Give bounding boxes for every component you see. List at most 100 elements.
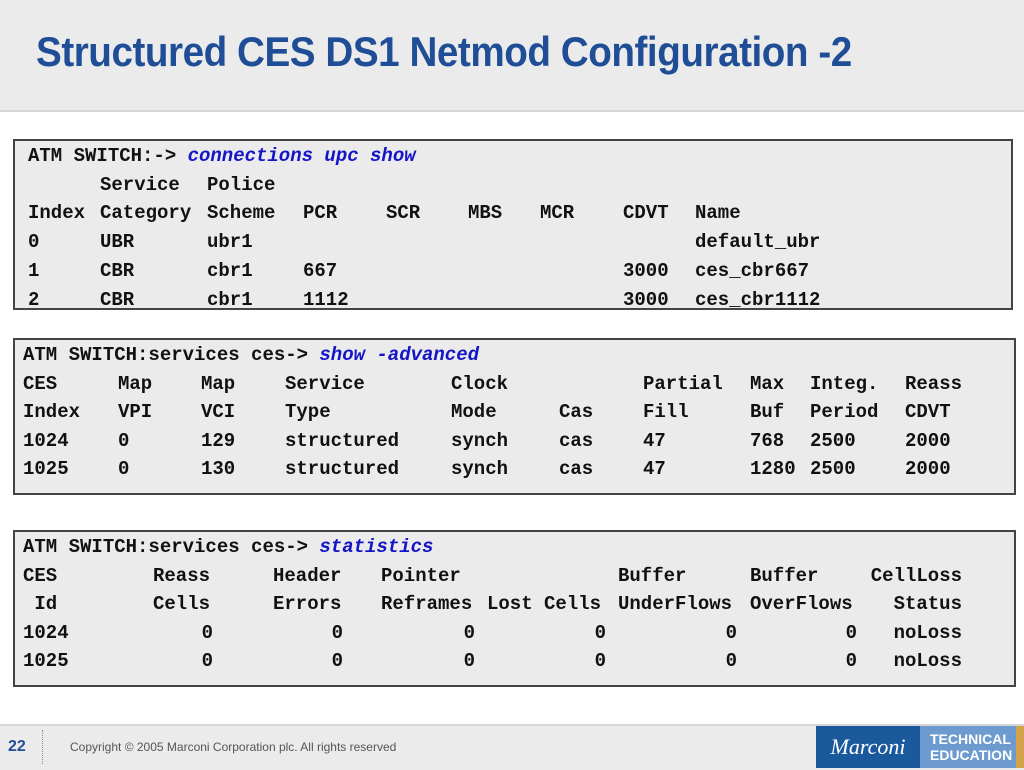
- title-bar: [0, 0, 1024, 112]
- column-header: Type: [285, 401, 331, 424]
- column-header: CellLoss: [870, 564, 962, 587]
- table-cell: 129: [201, 429, 236, 452]
- column-header: Map: [118, 372, 153, 395]
- column-header: Reass: [905, 372, 963, 395]
- table-cell: 1025: [23, 458, 69, 481]
- table-cell: 3000: [623, 288, 669, 311]
- table-cell: 2500: [810, 458, 856, 481]
- column-header: Status: [893, 593, 962, 616]
- cli-prompt: ATM SWITCH:->: [28, 145, 188, 167]
- column-header: Reframes: [381, 593, 473, 616]
- column-header: Max: [750, 372, 785, 395]
- column-header: Errors: [273, 593, 342, 616]
- table-cell: 2000: [905, 458, 951, 481]
- column-header: Map: [201, 372, 236, 395]
- column-header: Fill: [643, 401, 689, 424]
- cli-command: statistics: [319, 536, 434, 558]
- column-header: PCR: [303, 202, 338, 225]
- column-header: Name: [695, 202, 741, 225]
- column-header: Buffer: [750, 564, 819, 587]
- table-cell: 130: [201, 458, 236, 481]
- column-header: Mode: [451, 401, 497, 424]
- table-cell: 1: [28, 259, 40, 282]
- column-header: Buffer: [618, 564, 687, 587]
- table-cell: 0: [725, 650, 737, 673]
- table-cell: noLoss: [893, 650, 962, 673]
- table-cell: 667: [303, 259, 338, 282]
- table-cell: 0: [845, 650, 857, 673]
- ces-advanced-table: [13, 338, 1016, 495]
- table-cell: ces_cbr667: [695, 259, 810, 282]
- table-cell: 47: [643, 429, 666, 452]
- column-header: Police: [207, 173, 276, 196]
- column-header: Clock: [451, 372, 509, 395]
- table-cell: cas: [559, 458, 594, 481]
- column-header: Header: [273, 564, 342, 587]
- table-cell: structured: [285, 429, 400, 452]
- technical-education-badge: TECHNICAL EDUCATION: [920, 726, 1016, 768]
- table-cell: cbr1: [207, 288, 253, 311]
- column-header: MBS: [468, 202, 503, 225]
- column-header: MCR: [540, 202, 575, 225]
- page-number: 22: [8, 738, 26, 755]
- table-cell: UBR: [100, 231, 135, 254]
- column-header: Service: [100, 173, 180, 196]
- column-header: OverFlows: [750, 593, 853, 616]
- table-cell: 768: [750, 429, 785, 452]
- column-header: Period: [810, 401, 879, 424]
- connections-upc-table: [13, 139, 1013, 310]
- column-header: Lost Cells: [487, 593, 602, 616]
- table-cell: cbr1: [207, 259, 253, 282]
- table-cell: structured: [285, 458, 400, 481]
- table-cell: 2000: [905, 429, 951, 452]
- table-cell: 0: [594, 621, 606, 644]
- column-header: VPI: [118, 401, 153, 424]
- table-cell: CBR: [100, 259, 135, 282]
- table-cell: 0: [594, 650, 606, 673]
- table-cell: 0: [201, 621, 213, 644]
- table-cell: 1024: [23, 621, 69, 644]
- column-header: CDVT: [623, 202, 669, 225]
- ces-statistics-table: [13, 530, 1016, 687]
- table-cell: CBR: [100, 288, 135, 311]
- table-cell: 0: [201, 650, 213, 673]
- footer-divider: [42, 730, 43, 764]
- table-cell: 0: [118, 458, 130, 481]
- column-header: Partial: [643, 372, 723, 395]
- column-header: SCR: [386, 202, 421, 225]
- table-cell: 47: [643, 458, 666, 481]
- column-header: Service: [285, 372, 365, 395]
- column-header: VCI: [201, 401, 236, 424]
- column-header: CDVT: [905, 401, 951, 424]
- column-header: Id: [23, 593, 58, 616]
- table-cell: synch: [451, 429, 509, 452]
- cli-command: show -advanced: [319, 344, 480, 366]
- cli-prompt: ATM SWITCH:services ces->: [23, 536, 320, 558]
- page-title: Structured CES DS1 Netmod Configuration …: [36, 28, 852, 75]
- column-header: Category: [100, 202, 192, 225]
- marconi-logo: Marconi: [816, 726, 920, 768]
- cli-command: connections upc show: [187, 145, 416, 167]
- table-cell: 0: [845, 621, 857, 644]
- table-cell: 0: [331, 621, 343, 644]
- column-header: Index: [23, 401, 81, 424]
- column-header: Pointer: [381, 564, 461, 587]
- column-header: Reass: [153, 564, 211, 587]
- table-cell: 0: [28, 231, 40, 254]
- column-header: Buf: [750, 401, 785, 424]
- table-cell: 0: [118, 429, 130, 452]
- accent-bar: [1016, 726, 1024, 768]
- table-cell: synch: [451, 458, 509, 481]
- column-header: Cells: [153, 593, 211, 616]
- table-cell: default_ubr: [695, 231, 821, 254]
- table-cell: 0: [463, 621, 475, 644]
- table-cell: ces_cbr1112: [695, 288, 821, 311]
- copyright: Copyright © 2005 Marconi Corporation plc…: [70, 740, 397, 754]
- column-header: UnderFlows: [618, 593, 733, 616]
- column-header: CES: [23, 564, 58, 587]
- table-cell: 2: [28, 288, 40, 311]
- cli-prompt: ATM SWITCH:services ces->: [23, 344, 320, 366]
- table-cell: 0: [331, 650, 343, 673]
- table-cell: 1025: [23, 650, 69, 673]
- table-cell: 1112: [303, 288, 349, 311]
